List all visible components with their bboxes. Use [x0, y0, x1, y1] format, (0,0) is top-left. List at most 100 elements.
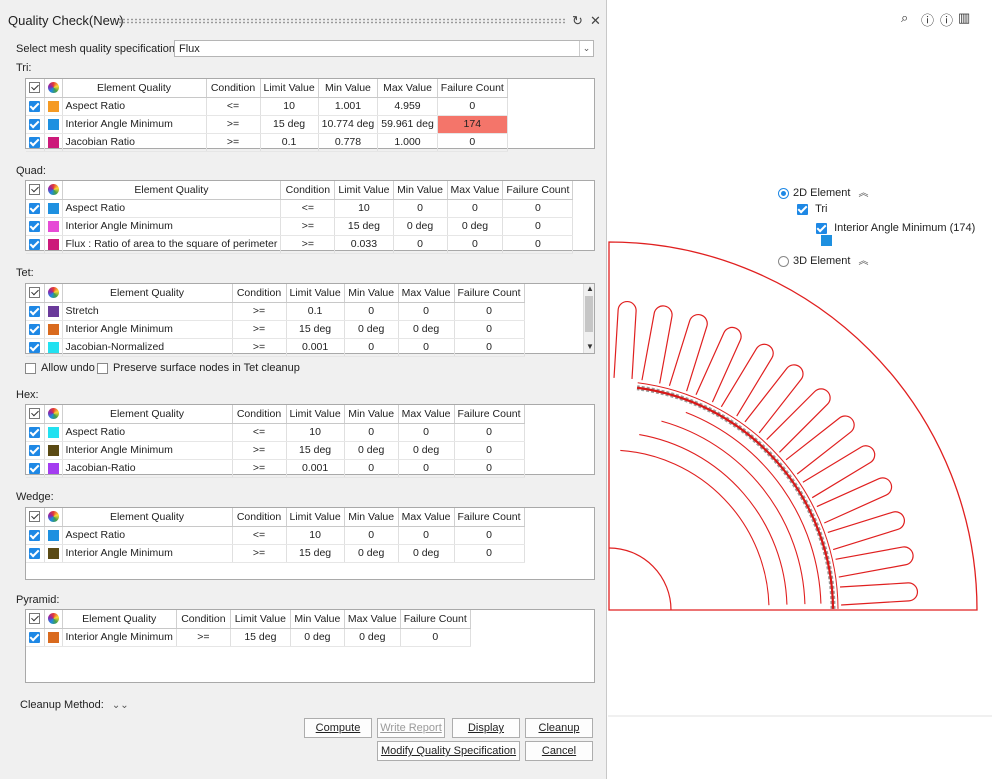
color-swatch[interactable] [47, 547, 59, 559]
column-header[interactable]: Max Value [447, 181, 504, 200]
color-wheel-icon[interactable] [47, 613, 59, 625]
radio-3d[interactable] [778, 255, 789, 267]
color-swatch[interactable] [47, 631, 59, 643]
header-color-cell[interactable] [44, 508, 63, 527]
row-color-cell[interactable] [44, 199, 63, 218]
row-color-cell[interactable] [44, 133, 63, 152]
row-check-cell[interactable] [26, 338, 45, 357]
tree-tri[interactable]: Tri [797, 203, 827, 215]
column-header[interactable]: Min Value [393, 181, 448, 200]
tet-scrollbar[interactable]: ▲ ▼ [583, 284, 594, 353]
color-wheel-icon[interactable] [47, 511, 59, 523]
cell-limit[interactable]: 10 [260, 97, 319, 116]
row-checkbox[interactable] [29, 444, 41, 456]
color-swatch[interactable] [47, 202, 59, 214]
column-header[interactable]: Max Value [398, 405, 455, 424]
table-row[interactable]: Aspect Ratio <= 10 0 0 0 [26, 423, 525, 442]
scroll-down-icon[interactable]: ▼ [586, 342, 594, 351]
table-row[interactable]: Aspect Ratio <= 10 1.001 4.959 0 [26, 97, 508, 116]
column-header[interactable]: Condition [206, 79, 261, 98]
color-swatch[interactable] [47, 220, 59, 232]
column-header[interactable]: Element Quality [62, 181, 282, 200]
drag-handle[interactable] [118, 18, 566, 24]
select-all-checkbox[interactable] [29, 287, 41, 299]
row-check-cell[interactable] [26, 235, 45, 254]
row-check-cell[interactable] [26, 115, 45, 134]
select-all-checkbox[interactable] [29, 408, 41, 420]
column-header[interactable]: Element Quality [62, 79, 207, 98]
header-check-cell[interactable] [26, 508, 45, 527]
header-color-cell[interactable] [44, 79, 63, 98]
cell-limit[interactable]: 15 deg [260, 115, 319, 134]
row-checkbox[interactable] [29, 529, 41, 541]
cleanup-method-toggle[interactable]: Cleanup Method: ⌄⌄ [20, 699, 129, 711]
column-header[interactable]: Failure Count [454, 508, 525, 527]
table-row[interactable]: Aspect Ratio <= 10 0 0 0 [26, 199, 574, 218]
row-check-cell[interactable] [26, 423, 45, 442]
display-button[interactable]: Display [452, 718, 520, 738]
column-header[interactable]: Failure Count [400, 610, 471, 629]
tree-3d-element[interactable]: 3D Element ︽ [778, 252, 869, 267]
row-color-cell[interactable] [44, 217, 63, 236]
column-header[interactable]: Failure Count [454, 284, 525, 303]
row-color-cell[interactable] [44, 544, 63, 563]
column-header[interactable]: Min Value [344, 405, 399, 424]
header-check-cell[interactable] [26, 405, 45, 424]
column-header[interactable]: Min Value [344, 508, 399, 527]
color-swatch[interactable] [47, 238, 59, 250]
column-header[interactable]: Element Quality [62, 284, 233, 303]
row-check-cell[interactable] [26, 217, 45, 236]
table-row[interactable]: Aspect Ratio <= 10 0 0 0 [26, 526, 525, 545]
column-header[interactable]: Limit Value [260, 79, 319, 98]
table-row[interactable]: Jacobian-Normalized >= 0.001 0 0 0 [26, 338, 525, 357]
color-wheel-icon[interactable] [47, 82, 59, 94]
row-color-cell[interactable] [44, 235, 63, 254]
row-checkbox[interactable] [29, 136, 41, 148]
row-checkbox[interactable] [29, 100, 41, 112]
column-header[interactable]: Limit Value [286, 405, 345, 424]
color-swatch[interactable] [47, 529, 59, 541]
table-row[interactable]: Interior Angle Minimum >= 15 deg 0 deg 0 deg… [26, 441, 525, 460]
cell-limit[interactable]: 15 deg [286, 544, 345, 563]
column-header[interactable]: Failure Count [437, 79, 508, 98]
row-color-cell[interactable] [44, 459, 63, 478]
row-check-cell[interactable] [26, 320, 45, 339]
row-check-cell[interactable] [26, 441, 45, 460]
table-row[interactable]: Interior Angle Minimum >= 15 deg 0 deg 0 deg… [26, 320, 525, 339]
row-color-cell[interactable] [44, 628, 63, 647]
row-checkbox[interactable] [29, 220, 41, 232]
table-row[interactable]: Stretch >= 0.1 0 0 0 [26, 302, 525, 321]
cell-limit[interactable]: 0.033 [334, 235, 394, 254]
info-icon[interactable]: ⓘ [940, 13, 954, 28]
row-color-cell[interactable] [44, 320, 63, 339]
column-header[interactable]: Limit Value [286, 508, 345, 527]
cell-limit[interactable]: 0.1 [260, 133, 319, 152]
column-header[interactable]: Limit Value [286, 284, 345, 303]
column-header[interactable]: Min Value [290, 610, 345, 629]
row-checkbox[interactable] [29, 547, 41, 559]
column-header[interactable]: Failure Count [454, 405, 525, 424]
cleanup-button[interactable]: Cleanup [525, 718, 593, 738]
chevron-down-icon[interactable]: ⌄ [579, 41, 593, 56]
row-check-cell[interactable] [26, 526, 45, 545]
close-icon[interactable]: ✕ [590, 13, 601, 28]
color-swatch[interactable] [47, 136, 59, 148]
cell-limit[interactable]: 0.001 [286, 459, 345, 478]
double-chevron-down-icon[interactable]: ⌄⌄ [111, 700, 129, 711]
row-check-cell[interactable] [26, 302, 45, 321]
row-checkbox[interactable] [29, 631, 41, 643]
table-row[interactable]: Interior Angle Minimum >= 15 deg 10.774 deg… [26, 115, 508, 134]
column-header[interactable]: Element Quality [62, 508, 233, 527]
select-all-checkbox[interactable] [29, 184, 41, 196]
row-check-cell[interactable] [26, 199, 45, 218]
interior-angle-checkbox[interactable] [816, 222, 827, 234]
cell-limit[interactable]: 15 deg [334, 217, 394, 236]
column-header[interactable]: Element Quality [62, 610, 177, 629]
header-color-cell[interactable] [44, 284, 63, 303]
column-header[interactable]: Min Value [318, 79, 379, 98]
cell-limit[interactable]: 10 [334, 199, 394, 218]
spec-select[interactable]: Flux ⌄ [174, 40, 594, 57]
row-check-cell[interactable] [26, 544, 45, 563]
header-check-cell[interactable] [26, 181, 45, 200]
row-checkbox[interactable] [29, 202, 41, 214]
